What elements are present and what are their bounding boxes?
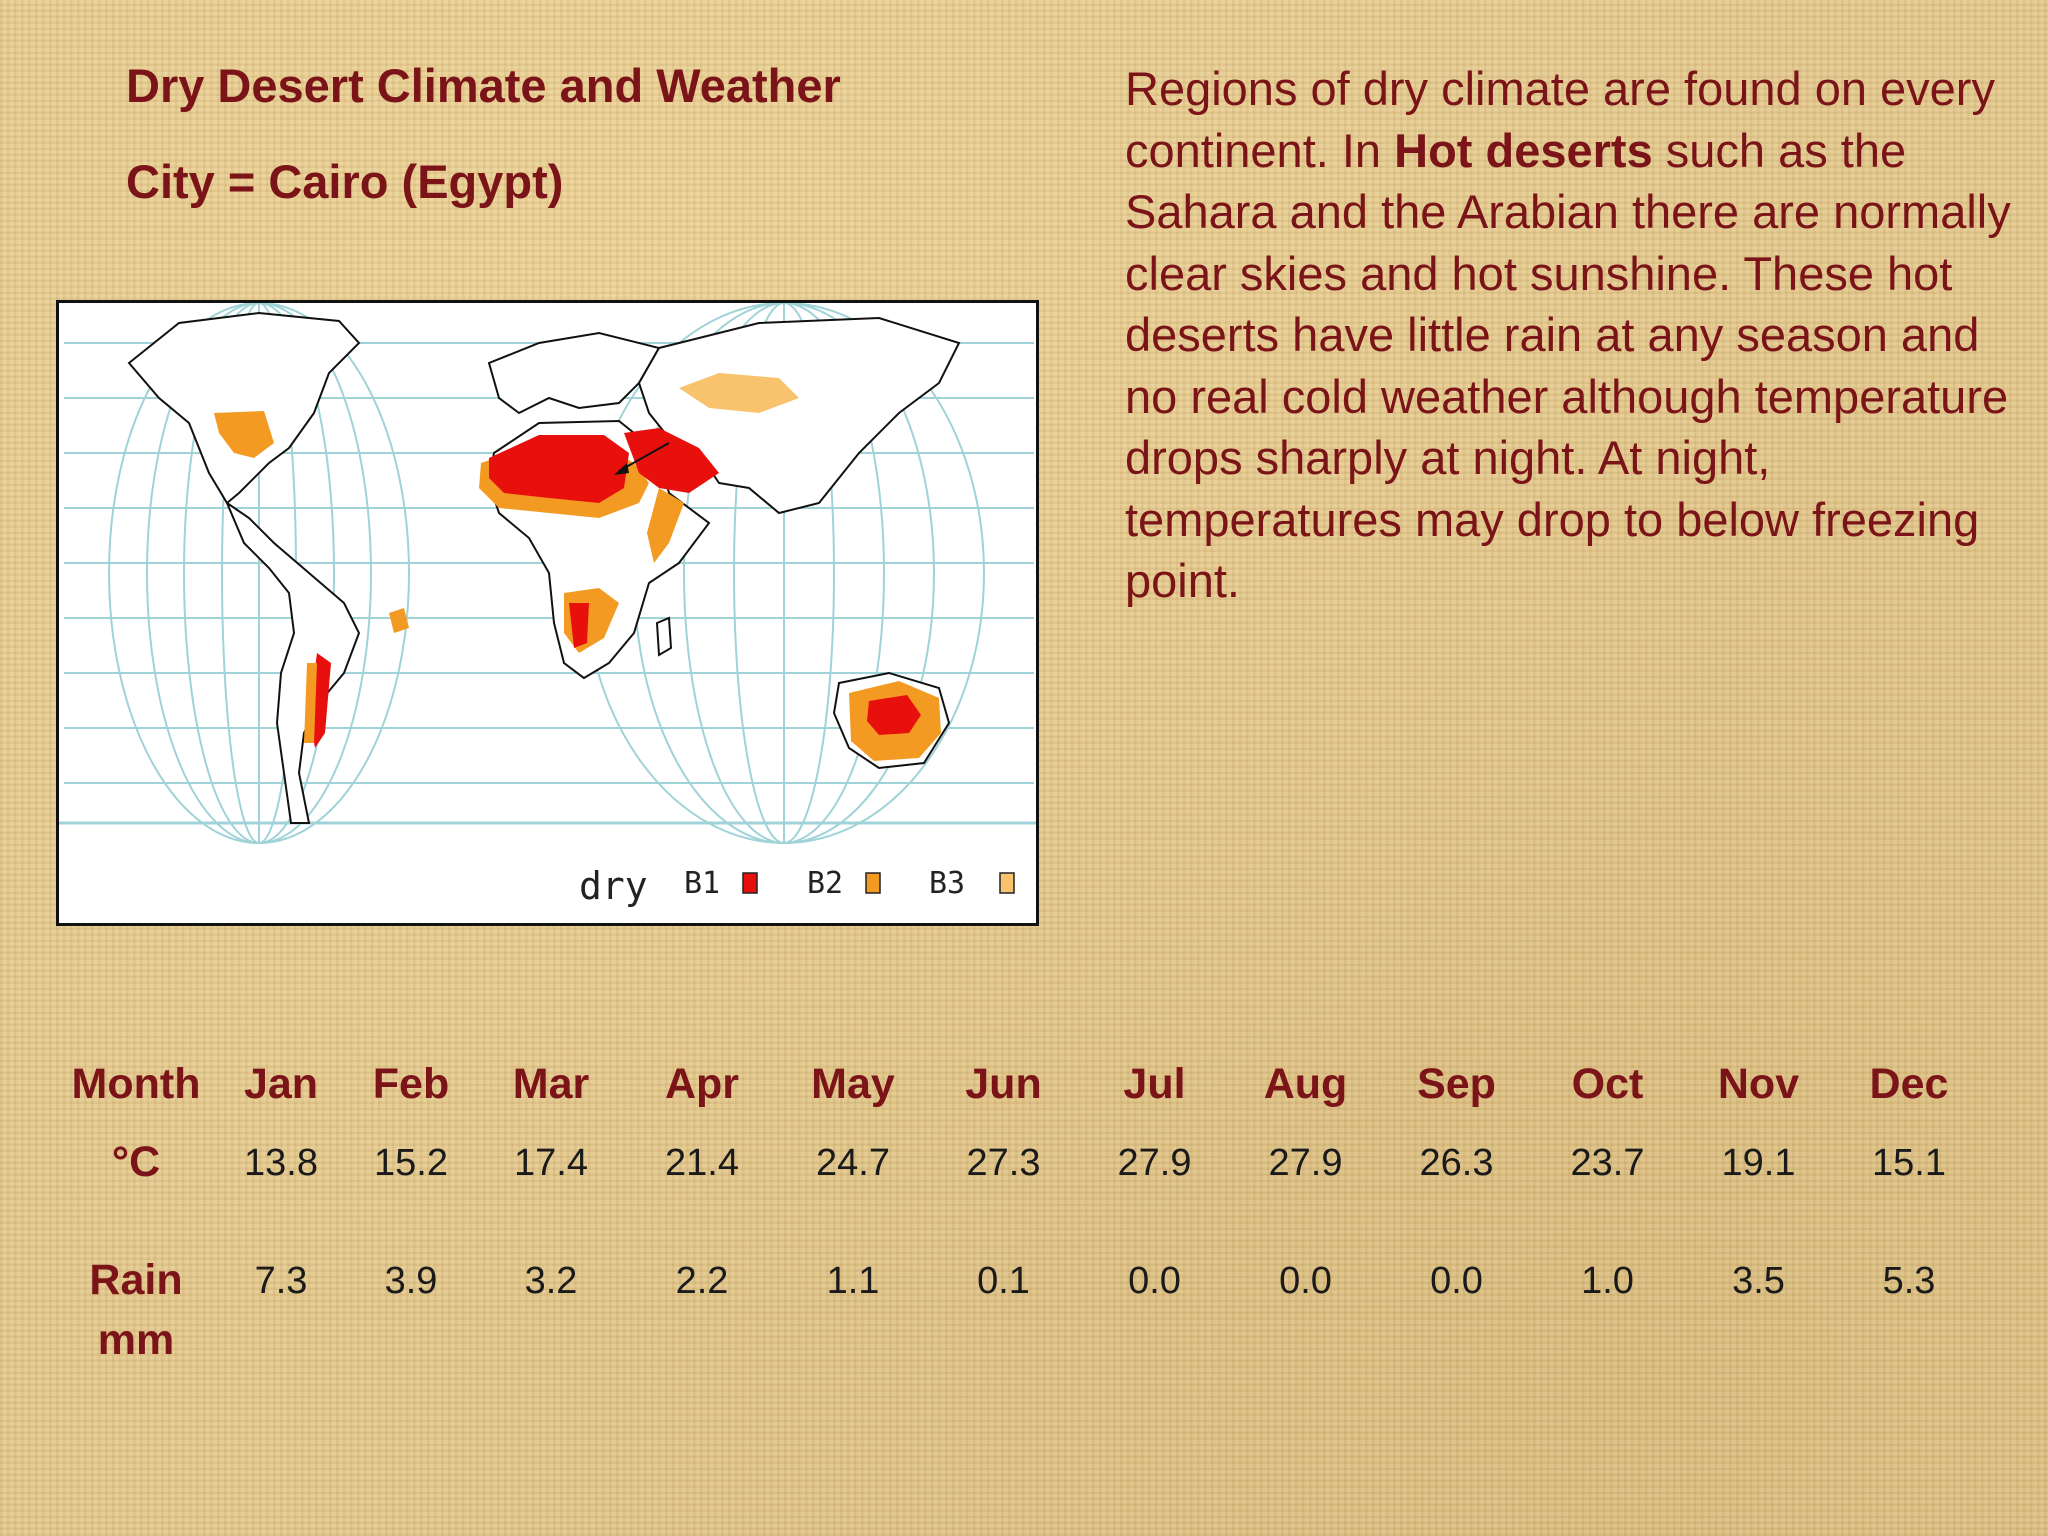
legend-title: dry (579, 864, 648, 908)
temperature-cell: 13.8 (244, 1142, 318, 1184)
rain-cell: 1.1 (826, 1260, 880, 1302)
legend-label-b3: B3 (929, 866, 965, 901)
temperature-cell: 24.7 (816, 1142, 890, 1184)
world-dry-climate-map: dry B1 B2 B3 (56, 300, 1039, 926)
legend-swatch-b1 (742, 872, 758, 894)
climate-table: Month Jan Feb Mar Apr May Jun Jul Aug Se… (56, 1060, 1984, 1380)
header-month: Month (71, 1060, 201, 1108)
description-text-1: Regions of dry climate are found on ever… (1125, 62, 1995, 177)
city-subtitle: City = Cairo (Egypt) (126, 155, 564, 208)
rain-cell: 7.3 (254, 1260, 308, 1302)
cairo-arrow (614, 442, 670, 475)
header-month-cell: Mar (512, 1060, 590, 1108)
temperature-cell: 15.1 (1872, 1142, 1946, 1184)
rain-cell: 0.0 (1430, 1260, 1483, 1302)
rain-label-line1: Rain (89, 1256, 183, 1304)
temperature-label: °C (111, 1138, 161, 1186)
temperature-cell: 26.3 (1419, 1142, 1494, 1184)
rain-cell: 0.0 (1279, 1260, 1332, 1302)
rain-cell: 3.5 (1732, 1260, 1785, 1302)
map-svg: dry B1 B2 B3 (59, 303, 1036, 908)
header-month-cell: Aug (1263, 1060, 1348, 1108)
header-month-cell: May (811, 1060, 895, 1108)
temperature-cell: 23.7 (1570, 1142, 1645, 1184)
legend-swatch-b3 (999, 872, 1015, 894)
legend-swatch-b2 (865, 872, 881, 894)
description-paragraph: Regions of dry climate are found on ever… (1125, 58, 2025, 612)
temperature-cell: 27.3 (966, 1142, 1041, 1184)
rain-label: Rain mm (56, 1250, 216, 1380)
header-month-cell: Jan (243, 1060, 319, 1108)
rain-label-line2: mm (97, 1316, 175, 1364)
page-title: Dry Desert Climate and Weather (126, 59, 841, 112)
header-month-cell: Nov (1717, 1060, 1800, 1108)
rain-cell: 5.3 (1882, 1260, 1936, 1302)
description-bold-hot-deserts: Hot deserts (1394, 123, 1653, 177)
heading-block: Dry Desert Climate and Weather City = Ca… (126, 58, 841, 210)
temperature-cell: 19.1 (1721, 1142, 1796, 1184)
temperature-cell: 17.4 (514, 1142, 588, 1184)
temperature-cell: 15.2 (374, 1142, 448, 1184)
rain-cell: 3.2 (524, 1260, 578, 1302)
header-month-cell: Oct (1571, 1060, 1644, 1108)
header-month-cell: Feb (372, 1060, 450, 1108)
temperature-cell: 27.9 (1268, 1142, 1343, 1184)
header-month-cell: Sep (1417, 1060, 1496, 1108)
rain-cell: 0.0 (1128, 1260, 1181, 1302)
header-month-cell: Dec (1869, 1060, 1949, 1108)
rain-cell: 0.1 (977, 1260, 1030, 1302)
legend-label-b1: B1 (684, 866, 720, 901)
legend-label-b2: B2 (807, 866, 843, 901)
temperature-row: °C 13.8 15.2 17.4 21.4 24.7 27.3 27.9 27… (56, 1132, 1984, 1250)
rain-cell: 2.2 (675, 1260, 729, 1302)
rain-cell: 3.9 (384, 1260, 438, 1302)
rain-cell: 1.0 (1581, 1260, 1634, 1302)
header-month-cell: Jun (965, 1060, 1042, 1108)
map-legend: dry B1 B2 B3 (579, 864, 1015, 908)
temperature-cell: 21.4 (665, 1142, 739, 1184)
description-text-2: such as the Sahara and the Arabian there… (1125, 123, 2011, 608)
header-month-cell: Apr (664, 1060, 740, 1108)
table-header-row: Month Jan Feb Mar Apr May Jun Jul Aug Se… (56, 1060, 1984, 1132)
rain-row: Rain mm 7.3 3.9 3.2 2.2 1.1 0.1 0.0 0.0 0… (56, 1250, 1984, 1380)
temperature-cell: 27.9 (1117, 1142, 1192, 1184)
header-month-cell: Jul (1123, 1060, 1186, 1108)
dry-regions (214, 373, 941, 761)
